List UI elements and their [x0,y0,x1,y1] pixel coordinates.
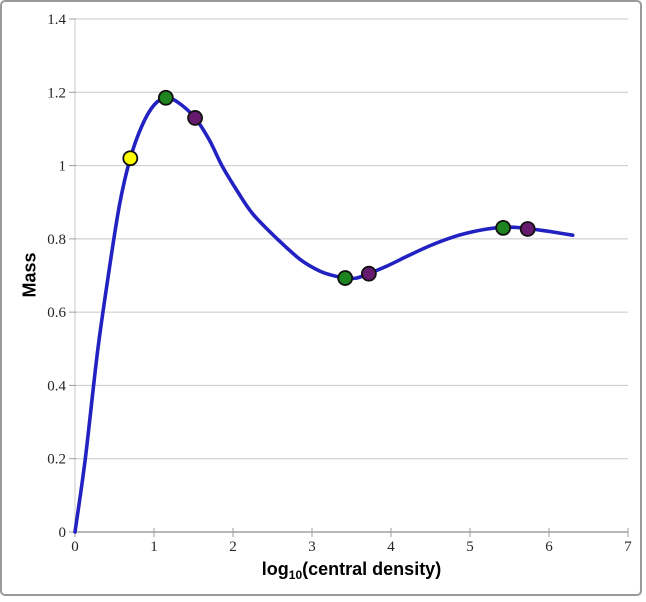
green-point-3 [495,219,512,236]
y-axis-title: Mass [20,252,41,297]
x-tick-label-5: 5 [466,539,474,555]
y-axis-title-text: Mass [19,252,40,298]
x-tick-label-3: 3 [308,539,316,555]
y-tick-label-1: 1 [59,159,67,175]
x-axis-title: log10(central density) [75,559,628,582]
y-tick-label-0.8: 0.8 [47,232,66,248]
green-point-2 [337,270,354,286]
purple-point-2 [360,265,377,282]
purple-point-3 [519,221,536,237]
green-point-1 [157,89,174,106]
x-axis-title-subscript: 10 [288,568,303,582]
x-tick-label-6: 6 [545,539,553,555]
y-tick-label-1.2: 1.2 [47,85,66,101]
purple-point-1 [187,110,203,126]
x-axis-title-rest: (central density) [302,559,442,579]
x-tick-label-0: 0 [71,539,79,555]
y-tick-label-0.4: 0.4 [47,378,66,394]
x-tick-label-2: 2 [229,539,237,555]
y-tick-label-0.6: 0.6 [47,305,66,321]
x-axis-title-prefix: log [261,559,289,579]
x-tick-label-1: 1 [150,539,158,555]
y-tick-label-0: 0 [59,525,67,541]
mass-curve [73,95,575,534]
x-tick-label-7: 7 [624,539,632,555]
y-tick-label-1.4: 1.4 [47,12,66,28]
y-tick-label-0.2: 0.2 [47,452,66,468]
yellow-point [122,150,139,167]
x-tick-label-4: 4 [387,539,395,555]
